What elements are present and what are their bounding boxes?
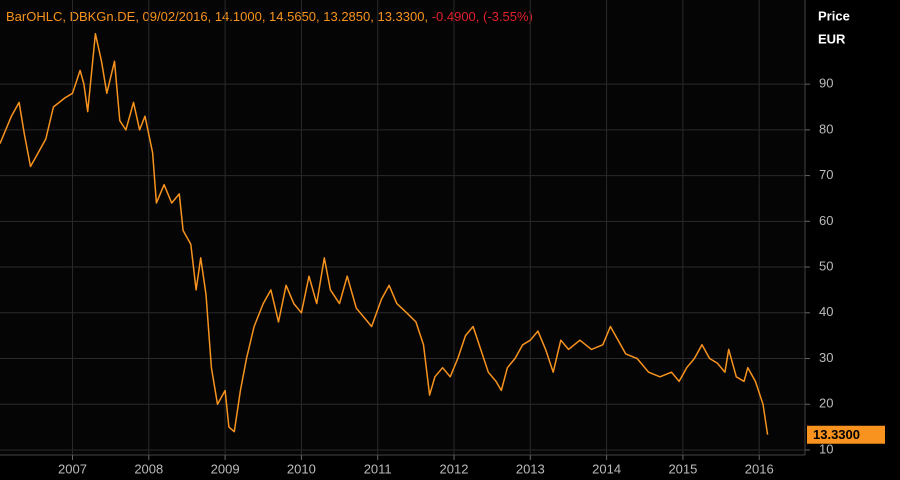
last-price-label: 13.3300: [813, 427, 860, 442]
chart-header: BarOHLC, DBKGn.DE, 09/02/2016, 14.1000, …: [6, 9, 533, 24]
price-line: [0, 33, 769, 435]
x-tick-label: 2014: [592, 461, 621, 476]
x-tick-label: 2010: [287, 461, 316, 476]
x-tick-label: 2007: [58, 461, 87, 476]
y-tick-label: 60: [819, 213, 833, 228]
y-tick-label: 50: [819, 258, 833, 273]
x-tick-label: 2008: [134, 461, 163, 476]
y-tick-label: 10: [819, 441, 833, 456]
x-tick-label: 2015: [668, 461, 697, 476]
x-tick-label: 2013: [516, 461, 545, 476]
y-tick-label: 40: [819, 304, 833, 319]
y-axis-title: Price: [818, 8, 850, 23]
x-tick-label: 2009: [211, 461, 240, 476]
last-price-box: [807, 425, 885, 444]
x-tick-label: 2012: [440, 461, 469, 476]
x-tick-label: 2016: [745, 461, 774, 476]
header-info: BarOHLC, DBKGn.DE, 09/02/2016, 14.1000, …: [6, 9, 432, 24]
y-axis-unit: EUR: [818, 31, 846, 46]
y-tick-label: 20: [819, 396, 833, 411]
y-tick-label: 80: [819, 121, 833, 136]
y-tick-label: 90: [819, 76, 833, 91]
x-tick-label: 2011: [364, 461, 392, 476]
y-tick-label: 70: [819, 167, 833, 182]
plot-area: [0, 0, 805, 455]
header-change: -0.4900, (-3.55%): [432, 9, 533, 24]
y-tick-label: 30: [819, 350, 833, 365]
